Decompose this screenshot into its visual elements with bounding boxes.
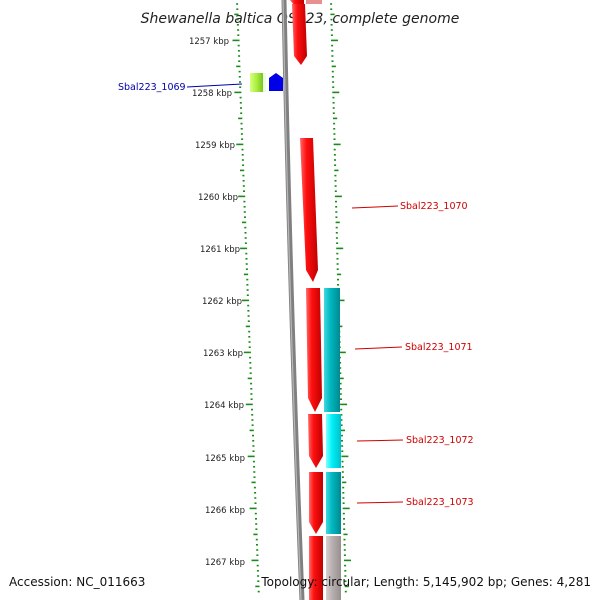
inner-tick-track (232, 3, 260, 593)
leader-sbal223-1070 (351, 205, 399, 209)
gene-sbal223-1072-forward[interactable] (308, 414, 323, 468)
leader-sbal223-1072 (356, 439, 404, 442)
gene-1257[interactable] (292, 4, 307, 65)
gene-sbal223-1071-reverse[interactable] (324, 288, 340, 412)
genome-backbone (281, 0, 305, 600)
gene-top-partial-faint[interactable] (306, 0, 322, 4)
gene-sbal223-1070[interactable] (300, 138, 318, 282)
gene-sbal223-1073-forward[interactable] (309, 472, 323, 534)
leader-sbal223-1073 (356, 501, 404, 504)
gene-sbal223-1071-forward[interactable] (306, 288, 322, 412)
gene-label-sbal223-1073[interactable]: Sbal223_1073 (406, 497, 474, 508)
gene-label-sbal223-1071[interactable]: Sbal223_1071 (405, 342, 473, 353)
tick-label-1266: 1266 kbp (205, 506, 245, 516)
accession-text: Accession: NC_011663 (9, 575, 145, 589)
tick-label-1261: 1261 kbp (200, 245, 240, 255)
leader-sbal223-1069 (186, 83, 243, 88)
leader-sbal223-1071 (354, 346, 403, 350)
gene-sbal223-1072-reverse[interactable] (326, 414, 341, 468)
gene-label-sbal223-1070[interactable]: Sbal223_1070 (400, 201, 468, 212)
topology-text: Topology: circular; Length: 5,145,902 bp… (260, 575, 591, 589)
tick-label-1264: 1264 kbp (204, 401, 244, 411)
tick-label-1260: 1260 kbp (198, 193, 238, 203)
gene-sbal223-1069-blue[interactable] (269, 73, 283, 91)
tick-label-1263: 1263 kbp (203, 349, 243, 359)
gene-sbal223-1069-green[interactable] (250, 73, 263, 92)
tick-label-1259: 1259 kbp (195, 141, 235, 151)
gene-sbal223-1073-reverse[interactable] (326, 472, 341, 534)
gene-sbal223-1069-edge (263, 73, 266, 92)
gene-bottom-forward[interactable] (309, 536, 323, 600)
tick-label-1257: 1257 kbp (189, 37, 229, 47)
gene-label-sbal223-1069[interactable]: Sbal223_1069 (118, 82, 186, 93)
tick-label-1265: 1265 kbp (205, 454, 245, 464)
tick-label-1262: 1262 kbp (202, 297, 242, 307)
gene-label-sbal223-1072[interactable]: Sbal223_1072 (406, 435, 474, 446)
genome-backbone-highlight (282, 0, 302, 600)
tick-label-1258: 1258 kbp (192, 89, 232, 99)
gene-bottom-grey[interactable] (326, 536, 341, 600)
tick-label-1267: 1267 kbp (205, 558, 245, 568)
